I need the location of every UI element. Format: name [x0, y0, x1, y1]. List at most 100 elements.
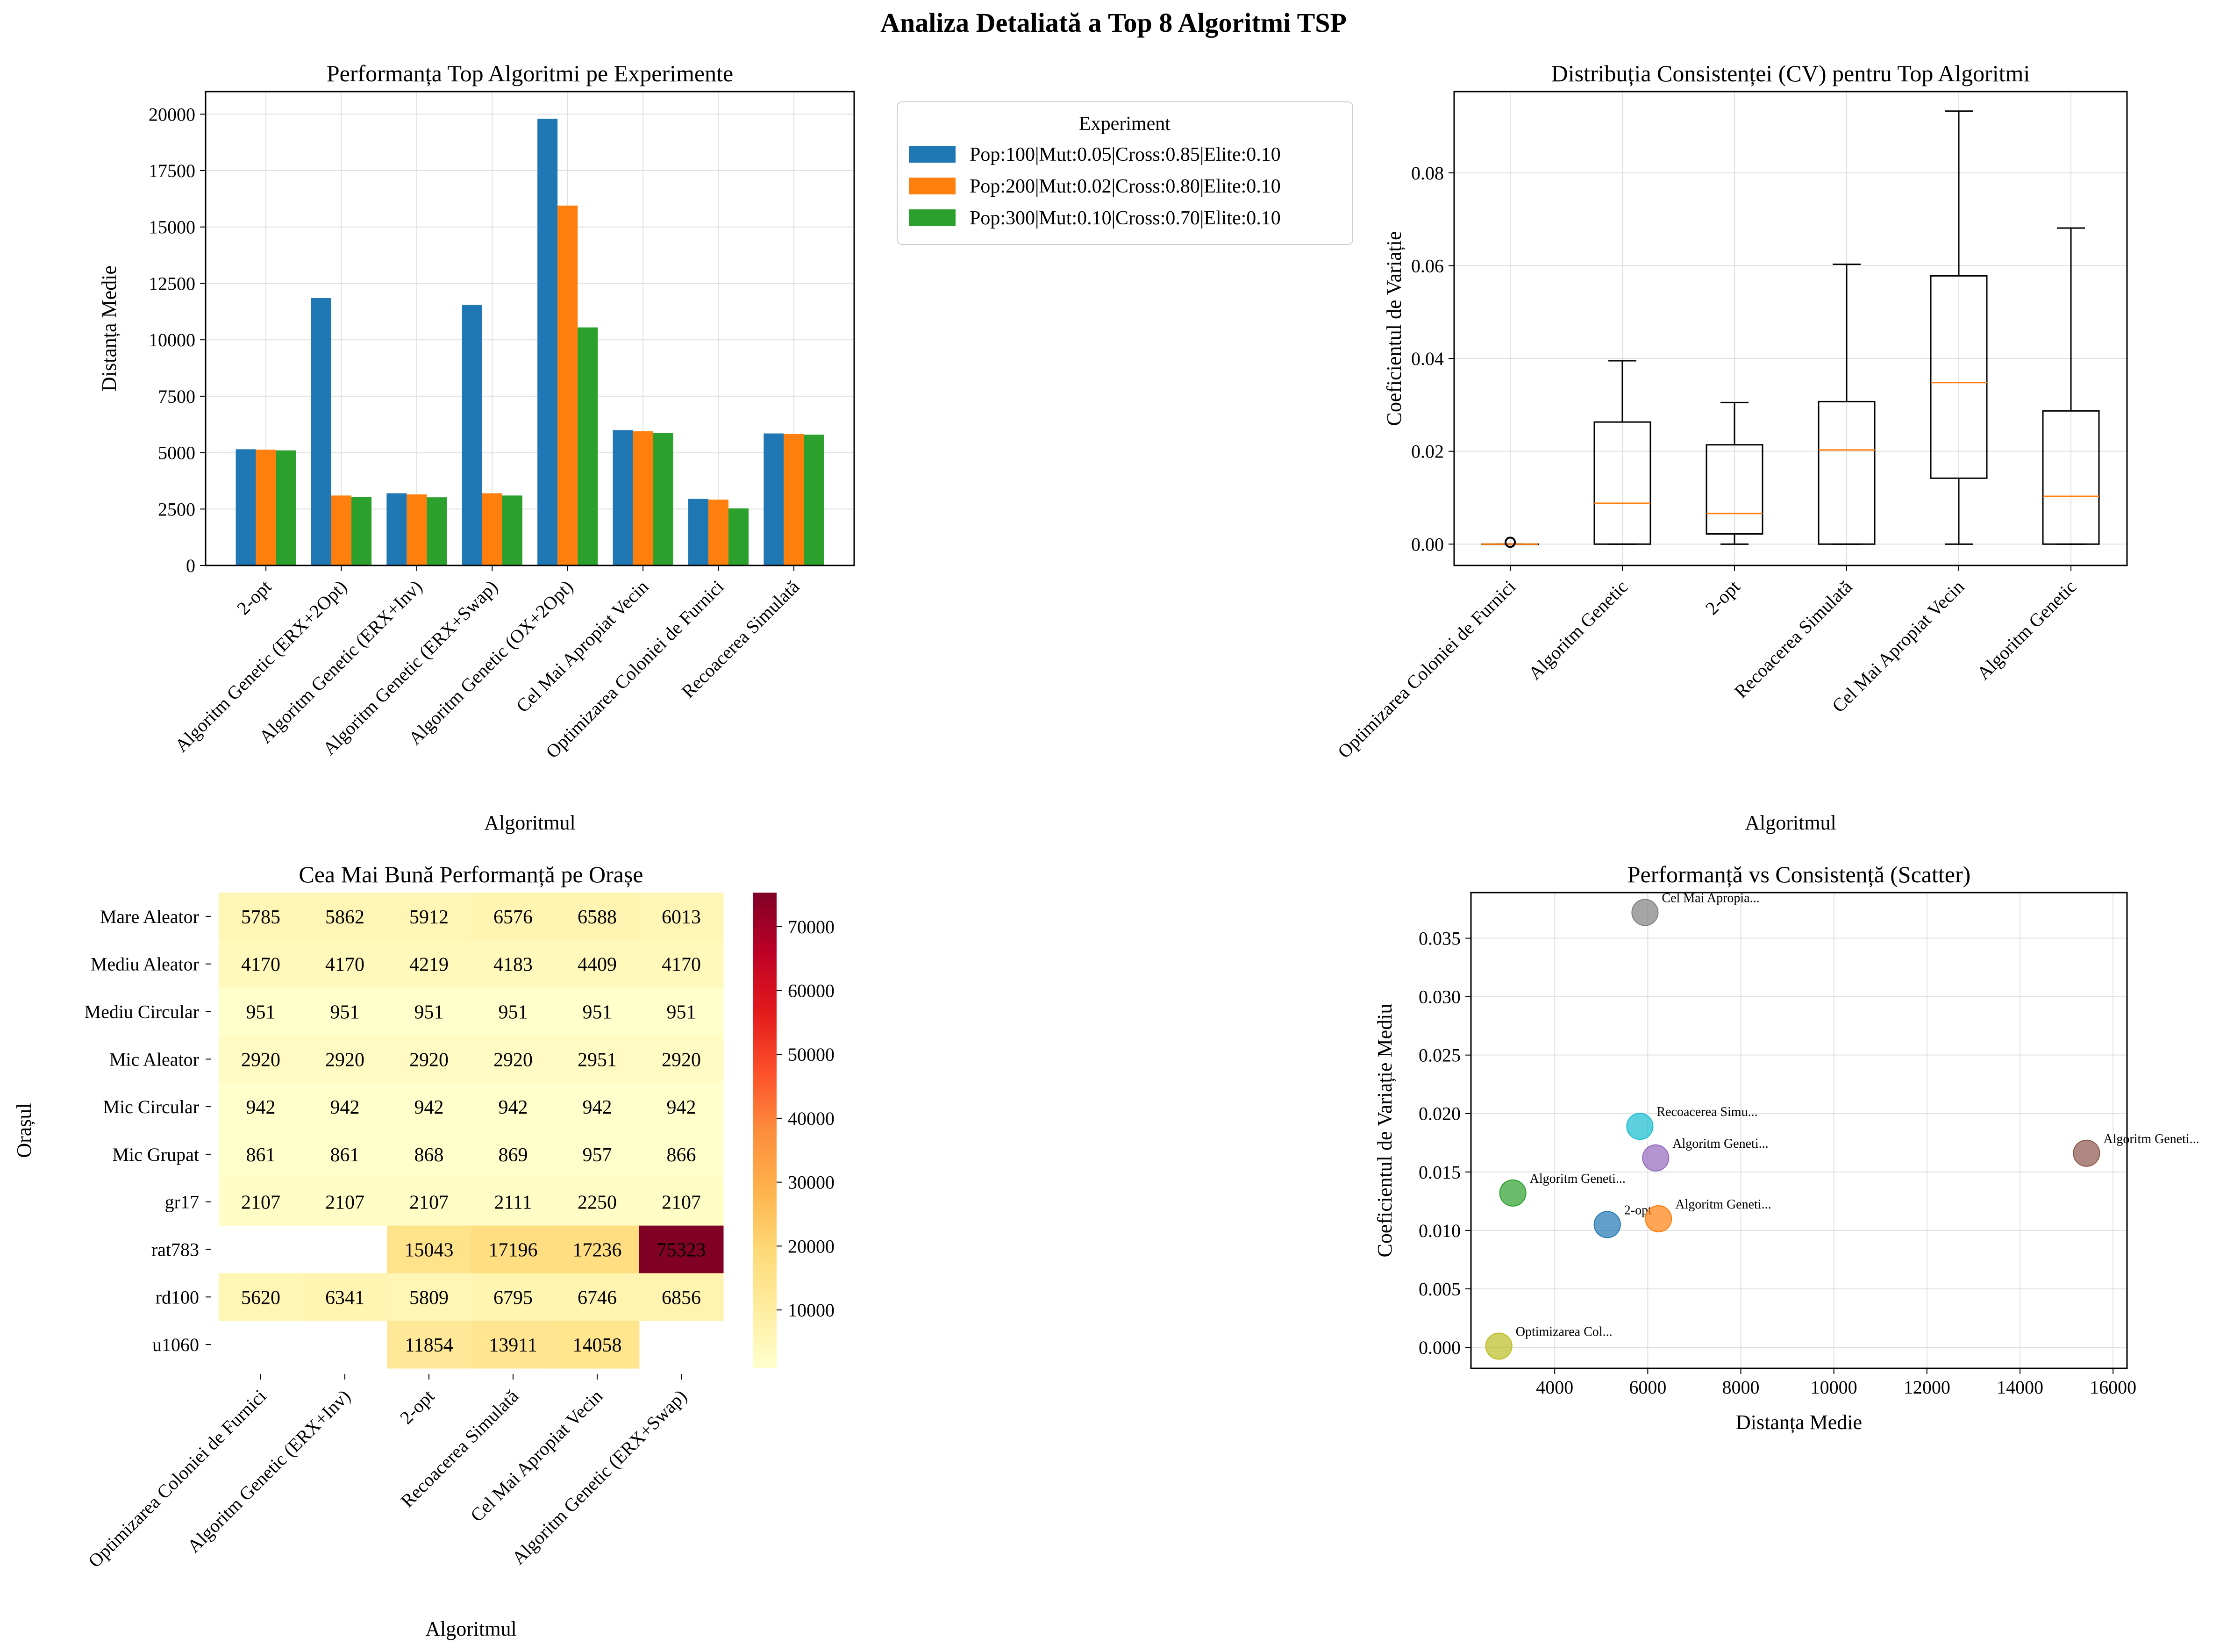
cell-value: 2111: [494, 1192, 532, 1214]
bar: [331, 495, 352, 565]
legend-entry: Pop:100|Mut:0.05|Cross:0.85|Elite:0.10: [970, 144, 1281, 165]
legend-box: [897, 101, 1353, 245]
cell-value: 942: [583, 1097, 612, 1118]
cell-value: 6341: [325, 1287, 364, 1309]
cell-value: 6746: [578, 1287, 617, 1309]
colorbar-tick-label: 50000: [788, 1044, 835, 1065]
heatmap-cell: [639, 1178, 724, 1226]
heatmap-cell: [555, 940, 640, 988]
cell-value: 75323: [657, 1240, 706, 1261]
cell-value: 5912: [409, 907, 449, 928]
bar: [256, 450, 276, 565]
cell-value: 2920: [409, 1049, 449, 1071]
bar: [386, 493, 407, 565]
heatmap-cell: [555, 1225, 640, 1273]
cell-value: 866: [667, 1144, 696, 1166]
heatmap-cell: [471, 1273, 556, 1321]
cell-value: 2107: [662, 1192, 701, 1214]
heatmap-cell: [303, 1083, 387, 1131]
point-label: Algoritm Geneti...: [1672, 1137, 1768, 1151]
x-tick-label: Optimizarea Coloniei de Furnici: [84, 1386, 271, 1572]
y-axis-label: Coeficientul de Variație: [1383, 231, 1406, 426]
heatmap-cell: [387, 1273, 471, 1321]
point-label: Algoritm Geneti...: [1675, 1197, 1771, 1212]
bar: [462, 305, 482, 565]
boxplot-panel: 0.00 0.02 0.04 0.06 0.08 Optimizarea Coloniei…: [1334, 60, 2128, 834]
heatmap-cell: [471, 987, 556, 1036]
plot-area: [1470, 892, 2128, 1369]
scatter-point: [1485, 1332, 1513, 1360]
scatter-point: [1631, 899, 1659, 926]
cell-value: 2107: [409, 1192, 449, 1214]
cell-value: 869: [499, 1144, 528, 1166]
heatmap-cell: [639, 940, 724, 988]
heatmap-cell: [471, 1083, 556, 1131]
heatmap-cell: [555, 1035, 640, 1083]
cell-value: 942: [246, 1097, 276, 1118]
box-body: [1706, 444, 1763, 535]
bar: [311, 298, 331, 565]
x-axis-label: Algoritmul: [484, 811, 576, 834]
bar: [613, 430, 633, 565]
heatmap-cell: [303, 893, 387, 941]
heatmap-cell: [219, 893, 303, 941]
y-tick-label: 0.025: [1419, 1045, 1461, 1066]
cell-value: 6013: [662, 907, 701, 928]
y-tick-label: 0: [186, 555, 195, 576]
x-tick-label: 2-opt: [396, 1386, 439, 1429]
y-tick-label: Mic Grupat: [112, 1144, 199, 1165]
x-tick-label: 2-opt: [1701, 576, 1744, 619]
bar: [482, 493, 502, 565]
cell-value: 2107: [241, 1192, 280, 1214]
y-tick-label: 0.04: [1411, 348, 1444, 369]
box-body: [1930, 275, 1988, 479]
heatmap-cell: [303, 1130, 387, 1179]
cell-value: 5862: [325, 907, 364, 928]
box: [1481, 536, 1539, 548]
y-tick-label: Mediu Circular: [85, 1001, 200, 1023]
colorbar: [753, 893, 777, 1368]
outlier: [1505, 536, 1516, 548]
heatmap-cell: [639, 987, 724, 1036]
cell-value: 2920: [662, 1049, 701, 1071]
colorbar-tick-label: 20000: [788, 1236, 835, 1257]
box: [2042, 227, 2100, 545]
cell-value: 942: [414, 1097, 444, 1118]
box-body: [1818, 400, 1876, 545]
heatmap-cell: [555, 1130, 640, 1179]
box-body: [2042, 410, 2100, 545]
cell-value: 942: [667, 1097, 696, 1118]
heatmap-cell: [219, 1130, 303, 1179]
heatmap-cell: [471, 1130, 556, 1179]
cell-value: 4409: [578, 954, 617, 976]
bar: [708, 500, 729, 565]
heatmap-cell: [303, 1035, 387, 1083]
cell-value: 4170: [662, 954, 701, 976]
cell-value: 5785: [241, 907, 280, 928]
cell-value: 6856: [662, 1287, 701, 1309]
heatmap-cell: [219, 1083, 303, 1131]
cell-value: 4170: [241, 954, 280, 976]
heatmap-panel: 5785 5862 5912 6576 6588 6013 4170 4170 4219 4183…: [13, 861, 835, 1640]
cell-value: 4219: [409, 954, 449, 976]
cell-value: 2920: [493, 1049, 533, 1071]
heatmap-cell: [555, 1178, 640, 1226]
y-tick-label: 0.06: [1411, 255, 1444, 276]
bar: [276, 450, 296, 565]
cell-value: 2250: [578, 1192, 617, 1214]
heatmap-cell: [219, 940, 303, 988]
x-axis-label: Algoritmul: [1745, 811, 1836, 834]
point-label: Recoacerea Simu...: [1656, 1105, 1757, 1119]
cell-value: 2107: [325, 1192, 364, 1214]
heatmap-cell: [387, 1178, 471, 1226]
cell-value: 6576: [493, 907, 533, 928]
bar: [804, 434, 824, 565]
heatmap-cell: [387, 1225, 471, 1273]
scatter-point: [1626, 1113, 1654, 1140]
x-tick-label: Optimizarea Coloniei de Furnici: [1334, 576, 1520, 763]
y-tick-label: 2500: [158, 499, 195, 520]
heatmap-cell: [387, 1130, 471, 1179]
scatter-point: [2073, 1139, 2100, 1167]
cell-value: 951: [414, 1002, 444, 1023]
heatmap-cell: [219, 1273, 303, 1321]
